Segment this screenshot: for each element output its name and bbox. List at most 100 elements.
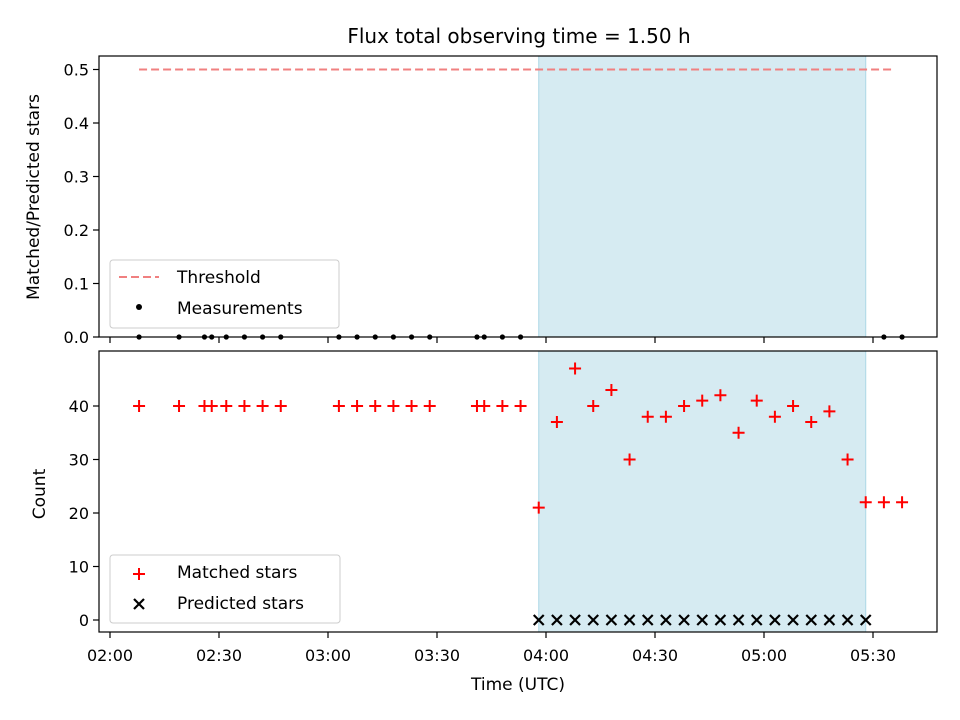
- bottom-y-ticks: 0 10 20 30 40: [69, 397, 99, 630]
- legend-matched-label: Matched stars: [177, 563, 297, 583]
- x-tick-label: 02:00: [87, 646, 133, 665]
- top-y-tick-label: 0.4: [64, 114, 89, 133]
- bottom-legend: Matched stars Predicted stars: [109, 554, 341, 624]
- matched-star-marker: [238, 400, 251, 412]
- matched-star-marker: [351, 400, 364, 412]
- matched-star-marker: [423, 400, 436, 412]
- x-axis-label: Time (UTC): [470, 675, 565, 695]
- matched-star-marker: [514, 400, 527, 412]
- matched-star-marker: [823, 405, 836, 418]
- bottom-y-tick-label: 30: [69, 451, 89, 470]
- top-y-tick-label: 0.1: [64, 275, 89, 294]
- matched-star-marker: [587, 400, 600, 412]
- bottom-y-tick-label: 10: [69, 558, 89, 577]
- top-y-axis-label: Matched/Predicted stars: [24, 94, 44, 300]
- matched-star-marker: [896, 496, 909, 509]
- matched-star-marker: [623, 453, 636, 466]
- top-legend-box: [109, 259, 340, 329]
- x-tick-label: 05:00: [741, 646, 787, 665]
- bottom-panel: 0 10 20 30 40 02:00 02:30 03:00 03:30 04:00 04:30…: [30, 350, 938, 695]
- matched-star-marker: [841, 453, 854, 466]
- predicted-star-marker: [841, 614, 854, 626]
- predicted-star-marker: [823, 614, 836, 626]
- matched-star-marker: [877, 496, 890, 509]
- bottom-y-tick-label: 0: [79, 611, 89, 630]
- matched-star-marker: [369, 400, 382, 412]
- predicted-star-marker: [750, 614, 763, 626]
- bottom-legend-box: [109, 554, 341, 624]
- top-y-tick-label: 0.2: [64, 221, 89, 240]
- chart-title: Flux total observing time = 1.50 h: [347, 24, 690, 48]
- legend-measurements-label: Measurements: [177, 299, 303, 319]
- matched-star-marker: [750, 394, 763, 407]
- matched-star-marker: [787, 400, 800, 412]
- matched-star-marker: [332, 400, 345, 412]
- matched-star-marker: [605, 383, 618, 396]
- bottom-y-tick-label: 20: [69, 504, 89, 523]
- matched-star-marker: [478, 400, 491, 412]
- bottom-x-ticks: 02:00 02:30 03:00 03:30 04:00 04:30 05:00 05:30: [87, 632, 896, 665]
- predicted-star-marker: [769, 614, 781, 626]
- bottom-observing-window: [538, 350, 867, 633]
- predicted-star-marker: [587, 614, 600, 626]
- x-tick-label: 04:00: [523, 646, 569, 665]
- matched-star-marker: [205, 400, 218, 412]
- predicted-star-marker: [660, 614, 672, 626]
- top-observing-window: [538, 55, 867, 338]
- top-y-tick-label: 0.3: [64, 168, 89, 187]
- predicted-star-marker: [787, 614, 799, 626]
- predicted-star-marker: [678, 614, 690, 626]
- matched-star-marker: [133, 400, 146, 412]
- predicted-star-marker: [696, 614, 709, 626]
- matched-star-marker: [405, 400, 418, 412]
- top-y-tick-label: 0.5: [64, 61, 89, 80]
- predicted-star-marker: [732, 614, 745, 626]
- legend-predicted-label: Predicted stars: [177, 594, 304, 614]
- top-x-ticks: [109, 337, 874, 343]
- predicted-star-marker: [569, 614, 581, 626]
- bottom-axes-frame: [98, 350, 938, 633]
- x-tick-label: 03:30: [414, 646, 460, 665]
- top-y-ticks: 0.0 0.1 0.2 0.3 0.4 0.5: [64, 61, 99, 347]
- legend-measurements-swatch: [136, 304, 142, 310]
- observing-window-band: [538, 55, 867, 338]
- matched-star-marker: [641, 410, 654, 423]
- x-tick-label: 04:30: [632, 646, 678, 665]
- matched-star-marker: [532, 501, 545, 514]
- x-tick-label: 02:30: [196, 646, 242, 665]
- predicted-star-marker: [605, 614, 618, 626]
- matched-star-marker: [220, 400, 233, 412]
- matched-star-marker: [659, 410, 672, 423]
- predicted-star-marker: [859, 614, 872, 626]
- matched-star-marker: [732, 426, 745, 439]
- predicted-star-marker: [532, 614, 545, 626]
- predicted-star-marker: [805, 614, 818, 626]
- x-tick-label: 05:30: [850, 646, 896, 665]
- predicted-star-marker: [641, 614, 654, 626]
- observing-window-band: [538, 350, 867, 633]
- legend-matched-swatch: [133, 568, 145, 580]
- bottom-y-axis-label: Count: [30, 468, 50, 519]
- matched-star-marker: [496, 400, 509, 412]
- top-legend: Threshold Measurements: [109, 259, 340, 329]
- matched-star-marker: [714, 389, 727, 402]
- bottom-y-tick-label: 40: [69, 397, 89, 416]
- matched-star-marker: [768, 410, 781, 423]
- matched-star-marker: [274, 400, 287, 412]
- x-tick-label: 03:00: [305, 646, 351, 665]
- predicted-star-marker: [623, 614, 636, 626]
- predicted-star-marker: [551, 614, 563, 626]
- matched-star-marker: [550, 416, 563, 429]
- predicted-star-marker: [714, 614, 727, 626]
- matched-star-marker: [696, 394, 709, 407]
- matched-star-marker: [173, 400, 186, 412]
- count-points: [133, 362, 909, 626]
- matched-star-marker: [805, 416, 818, 429]
- matched-star-marker: [859, 496, 872, 509]
- top-panel: 0.0 0.1 0.2 0.3 0.4 0.5 Matched/Predicted sta…: [24, 55, 938, 347]
- legend-threshold-label: Threshold: [176, 268, 261, 288]
- top-axes-frame: [98, 55, 938, 338]
- matched-star-marker: [678, 400, 691, 412]
- matched-star-marker: [569, 362, 582, 375]
